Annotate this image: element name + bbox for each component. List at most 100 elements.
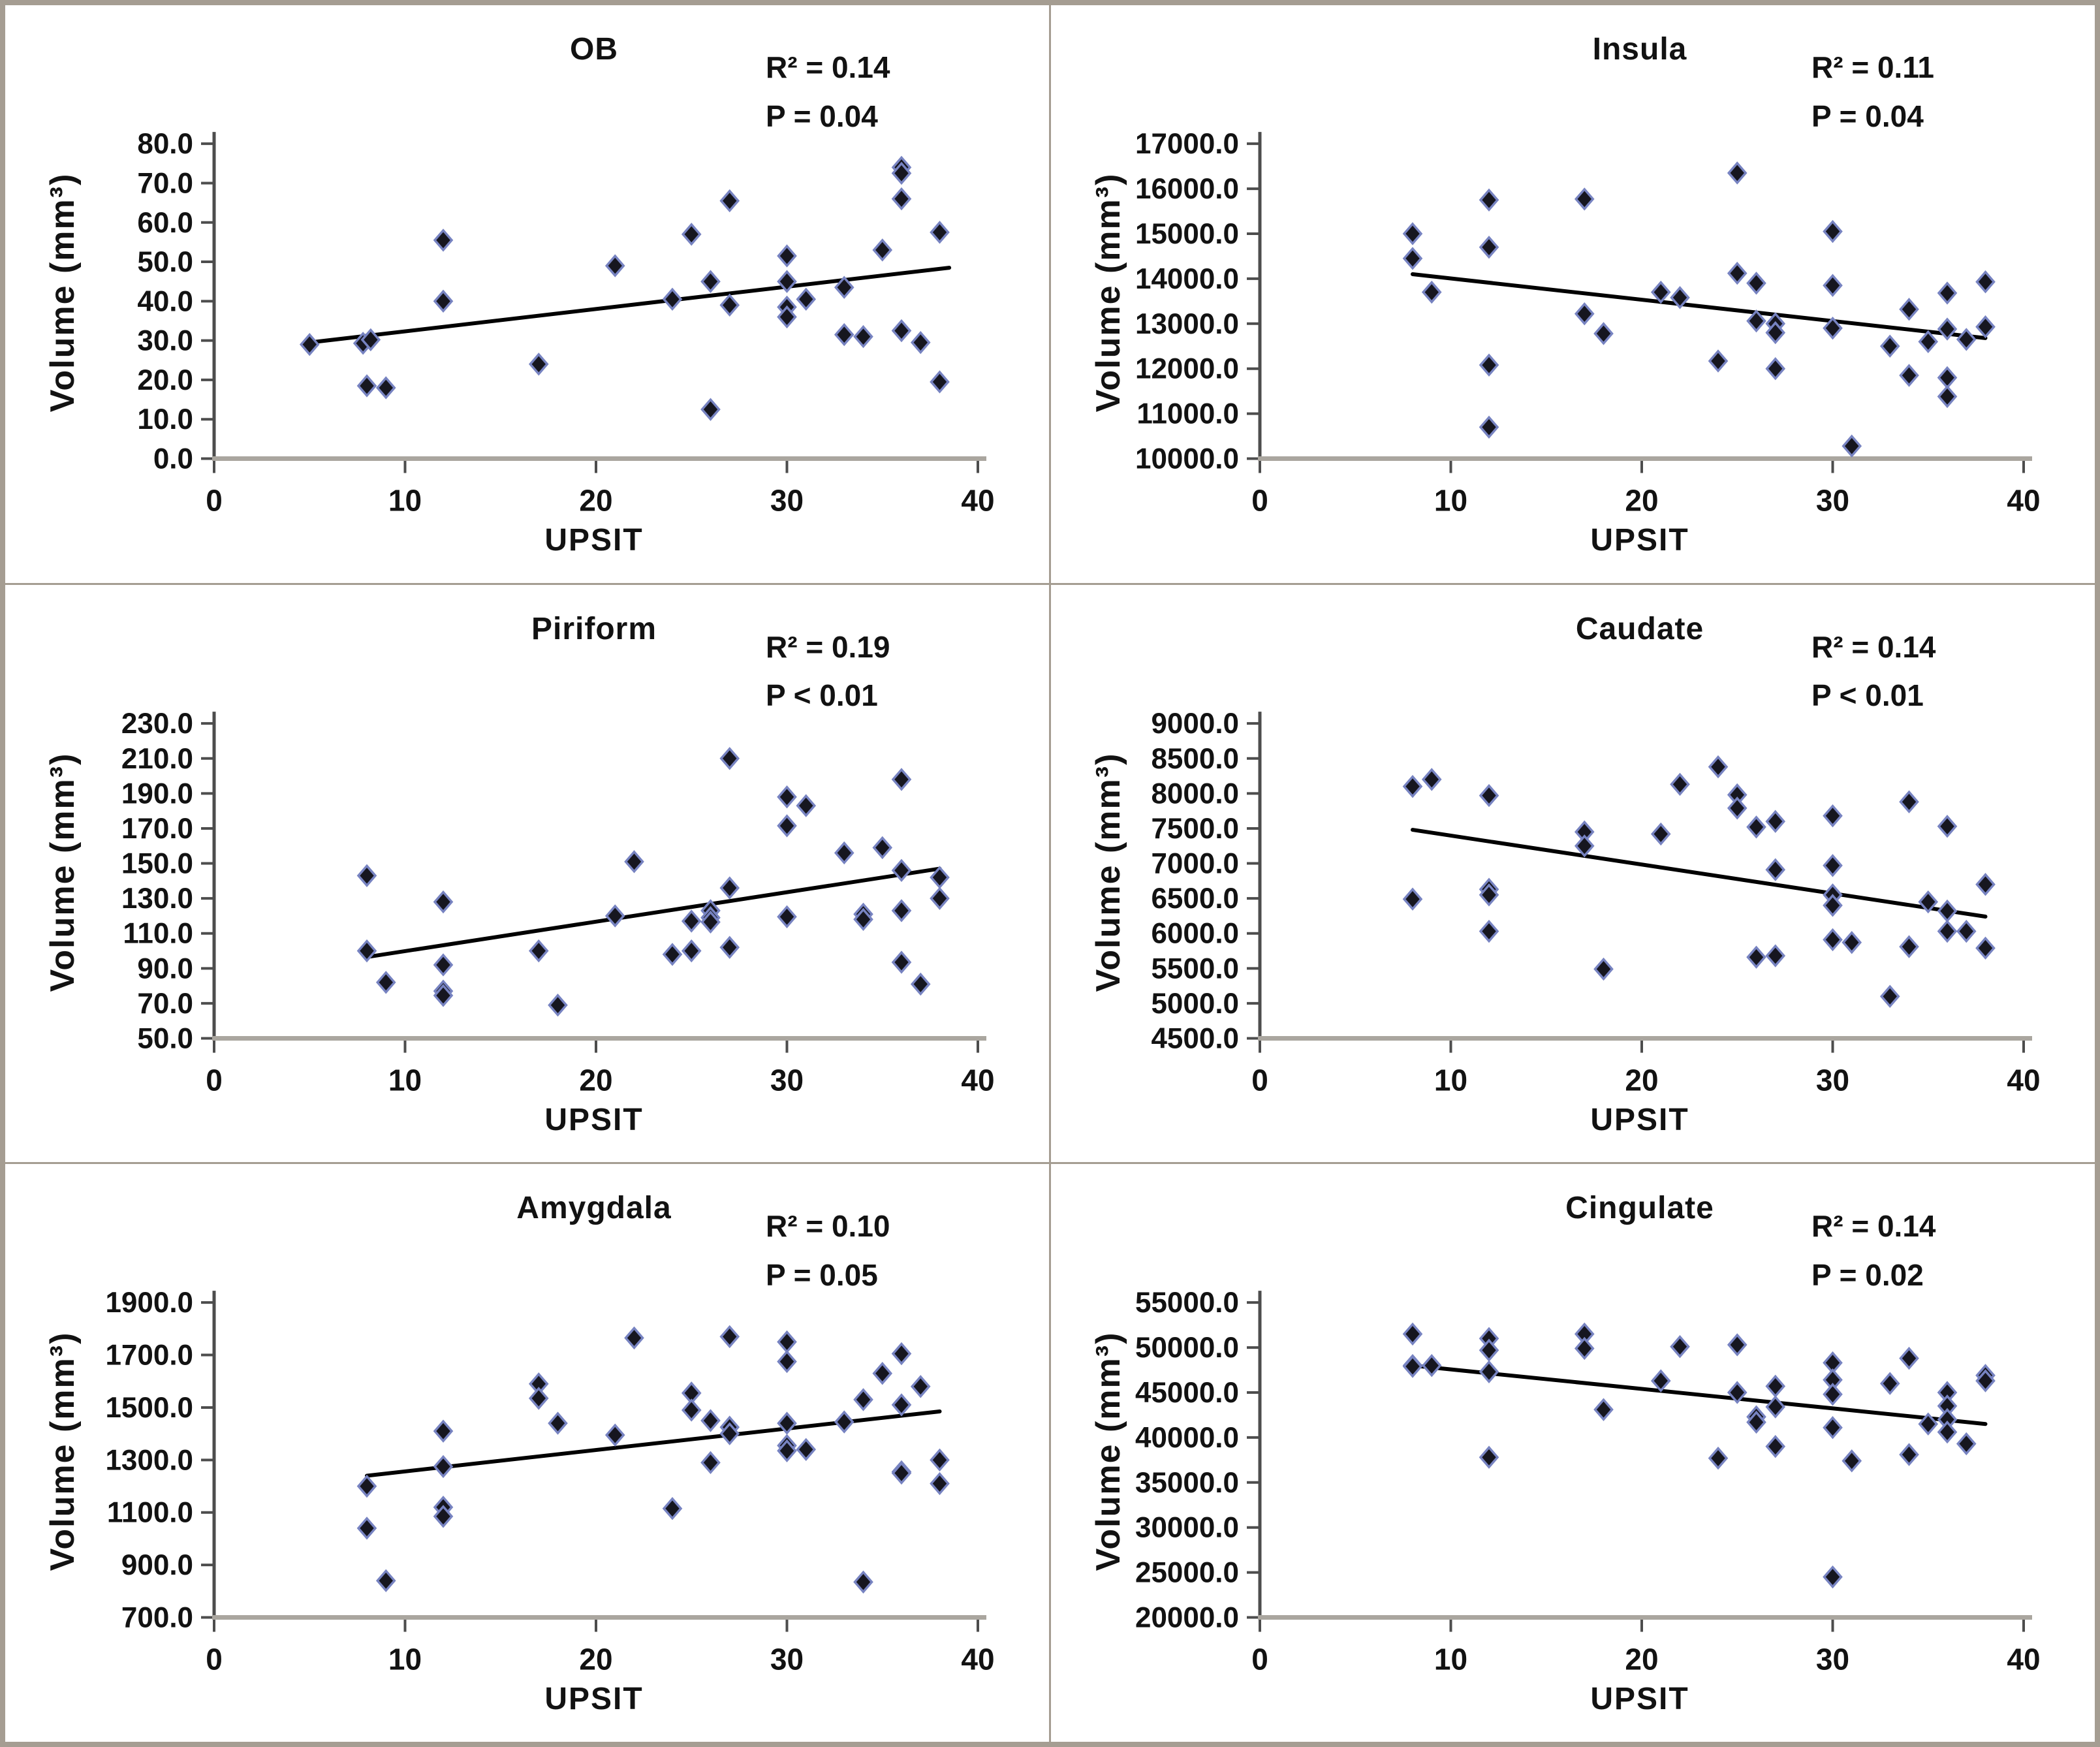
x-tick-label: 20 bbox=[1625, 1643, 1658, 1676]
data-point-marker bbox=[1937, 281, 1958, 305]
data-point-marker bbox=[1746, 1411, 1766, 1434]
y-tick-label: 1900.0 bbox=[105, 1287, 193, 1319]
data-point-marker bbox=[1421, 1354, 1442, 1377]
r-squared-value: R² = 0.19 bbox=[766, 629, 890, 664]
data-point-marker bbox=[375, 376, 396, 400]
y-tick-label: 80.0 bbox=[137, 128, 193, 160]
data-point-marker bbox=[1670, 1335, 1690, 1359]
y-tick-label: 190.0 bbox=[121, 778, 193, 810]
x-tick-label: 40 bbox=[2007, 484, 2040, 518]
data-point-marker bbox=[604, 254, 625, 277]
data-point-marker bbox=[1727, 1381, 1747, 1404]
trend-line bbox=[1411, 827, 1988, 919]
panel-title: Amygdala bbox=[516, 1191, 672, 1226]
data-point-marker bbox=[891, 1342, 912, 1366]
data-point-marker bbox=[777, 813, 797, 838]
data-point-marker bbox=[1765, 810, 1786, 833]
data-point-marker bbox=[604, 904, 625, 928]
data-point-marker bbox=[433, 1455, 454, 1479]
panel-title: Insula bbox=[1592, 32, 1687, 67]
y-tick-label: 900.0 bbox=[121, 1549, 193, 1581]
data-point-marker bbox=[356, 864, 377, 887]
data-point-marker bbox=[853, 1388, 873, 1411]
data-point-marker bbox=[1841, 1449, 1862, 1473]
panel-title: OB bbox=[570, 32, 618, 67]
p-value: P < 0.01 bbox=[1811, 678, 1924, 713]
data-point-marker bbox=[1823, 893, 1843, 917]
data-point-marker bbox=[662, 1497, 683, 1520]
stats-annotation: R² = 0.14 P = 0.02 bbox=[1811, 1202, 1936, 1299]
data-point-marker bbox=[1479, 235, 1499, 259]
data-point-marker bbox=[891, 161, 912, 185]
data-point-marker bbox=[433, 983, 454, 1007]
p-value: P = 0.02 bbox=[1811, 1257, 1924, 1292]
data-point-marker bbox=[1918, 330, 1939, 354]
trend-line bbox=[1411, 1363, 1988, 1426]
x-axis-label: UPSIT bbox=[1590, 1102, 1689, 1137]
data-point-marker bbox=[777, 1350, 797, 1374]
data-point-marker bbox=[700, 398, 721, 421]
data-point-marker bbox=[1975, 315, 1996, 339]
x-tick-label: 0 bbox=[206, 484, 223, 518]
data-point-marker bbox=[528, 1387, 549, 1410]
data-point-marker bbox=[777, 244, 797, 268]
y-tick-label: 30000.0 bbox=[1135, 1512, 1239, 1544]
data-point-marker bbox=[891, 898, 912, 922]
y-tick-label: 30.0 bbox=[137, 325, 193, 357]
data-point-marker bbox=[1879, 334, 1900, 358]
data-point-marker bbox=[1956, 1432, 1977, 1456]
data-point-marker bbox=[1479, 353, 1499, 377]
data-point-marker bbox=[777, 1411, 797, 1436]
data-point-marker bbox=[872, 238, 893, 262]
data-point-marker bbox=[1765, 1435, 1786, 1458]
trend-line bbox=[307, 266, 952, 345]
data-point-marker bbox=[681, 1398, 702, 1422]
data-point-marker bbox=[433, 890, 454, 913]
x-tick-label: 40 bbox=[961, 1063, 994, 1097]
data-point-marker bbox=[528, 939, 549, 962]
x-tick-label: 40 bbox=[961, 1643, 994, 1676]
trend-line bbox=[365, 866, 942, 959]
data-point-marker bbox=[1479, 1338, 1499, 1362]
data-point-marker bbox=[1421, 280, 1442, 304]
data-point-marker bbox=[1899, 935, 1919, 958]
y-tick-label: 40.0 bbox=[137, 285, 193, 317]
y-tick-label: 50.0 bbox=[137, 246, 193, 278]
data-point-marker bbox=[1479, 188, 1499, 212]
data-point-marker bbox=[891, 187, 912, 211]
y-tick-label: 5500.0 bbox=[1151, 952, 1239, 984]
y-tick-label: 20.0 bbox=[137, 364, 193, 396]
y-tick-label: 50000.0 bbox=[1135, 1332, 1239, 1364]
trend-line bbox=[1411, 272, 1988, 340]
y-tick-label: 0.0 bbox=[153, 443, 193, 475]
y-tick-label: 10.0 bbox=[137, 403, 193, 435]
data-point-marker bbox=[719, 293, 740, 317]
data-point-marker bbox=[604, 1423, 625, 1447]
data-point-marker bbox=[1975, 872, 1996, 896]
data-point-marker bbox=[1593, 1398, 1614, 1422]
data-point-marker bbox=[1823, 274, 1843, 297]
y-tick-label: 1500.0 bbox=[105, 1392, 193, 1424]
cingulate-scatter-canvas: 20000.0 25000.0 30000.0 35000.0 40000.0 45000… bbox=[1135, 1287, 2041, 1676]
data-point-marker bbox=[681, 223, 702, 246]
data-point-marker bbox=[1479, 1360, 1499, 1384]
data-point-marker bbox=[299, 332, 320, 356]
data-point-marker bbox=[1765, 1374, 1786, 1398]
data-point-marker bbox=[1708, 1447, 1729, 1470]
data-point-marker bbox=[777, 1439, 797, 1463]
x-tick-label: 30 bbox=[1816, 1063, 1849, 1097]
x-tick-label: 0 bbox=[206, 1063, 223, 1097]
x-tick-label: 10 bbox=[388, 1063, 422, 1097]
panel-amygdala: 700.0 900.0 1100.0 1300.0 1500.0 1700.0 1900.0… bbox=[5, 1164, 1049, 1742]
data-point-marker bbox=[1823, 1416, 1843, 1440]
data-point-marker bbox=[1402, 247, 1423, 270]
r-squared-value: R² = 0.14 bbox=[766, 50, 890, 84]
y-tick-label: 1100.0 bbox=[107, 1497, 193, 1529]
data-point-marker bbox=[1421, 767, 1442, 791]
y-tick-label: 8000.0 bbox=[1151, 778, 1239, 810]
y-tick-label: 50.0 bbox=[137, 1022, 193, 1054]
data-point-marker bbox=[1937, 317, 1958, 341]
y-axis-label: Volume (mm³) bbox=[44, 172, 82, 413]
data-point-marker bbox=[1899, 790, 1919, 813]
